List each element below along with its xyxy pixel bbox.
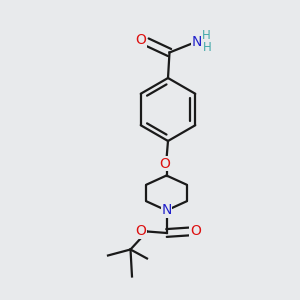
- Text: H: H: [203, 40, 212, 54]
- Text: N: N: [192, 35, 202, 49]
- Text: O: O: [160, 157, 170, 170]
- Text: N: N: [161, 203, 172, 218]
- Text: O: O: [135, 224, 146, 239]
- Text: H: H: [202, 28, 211, 42]
- Text: O: O: [136, 34, 146, 47]
- Text: O: O: [190, 224, 201, 239]
